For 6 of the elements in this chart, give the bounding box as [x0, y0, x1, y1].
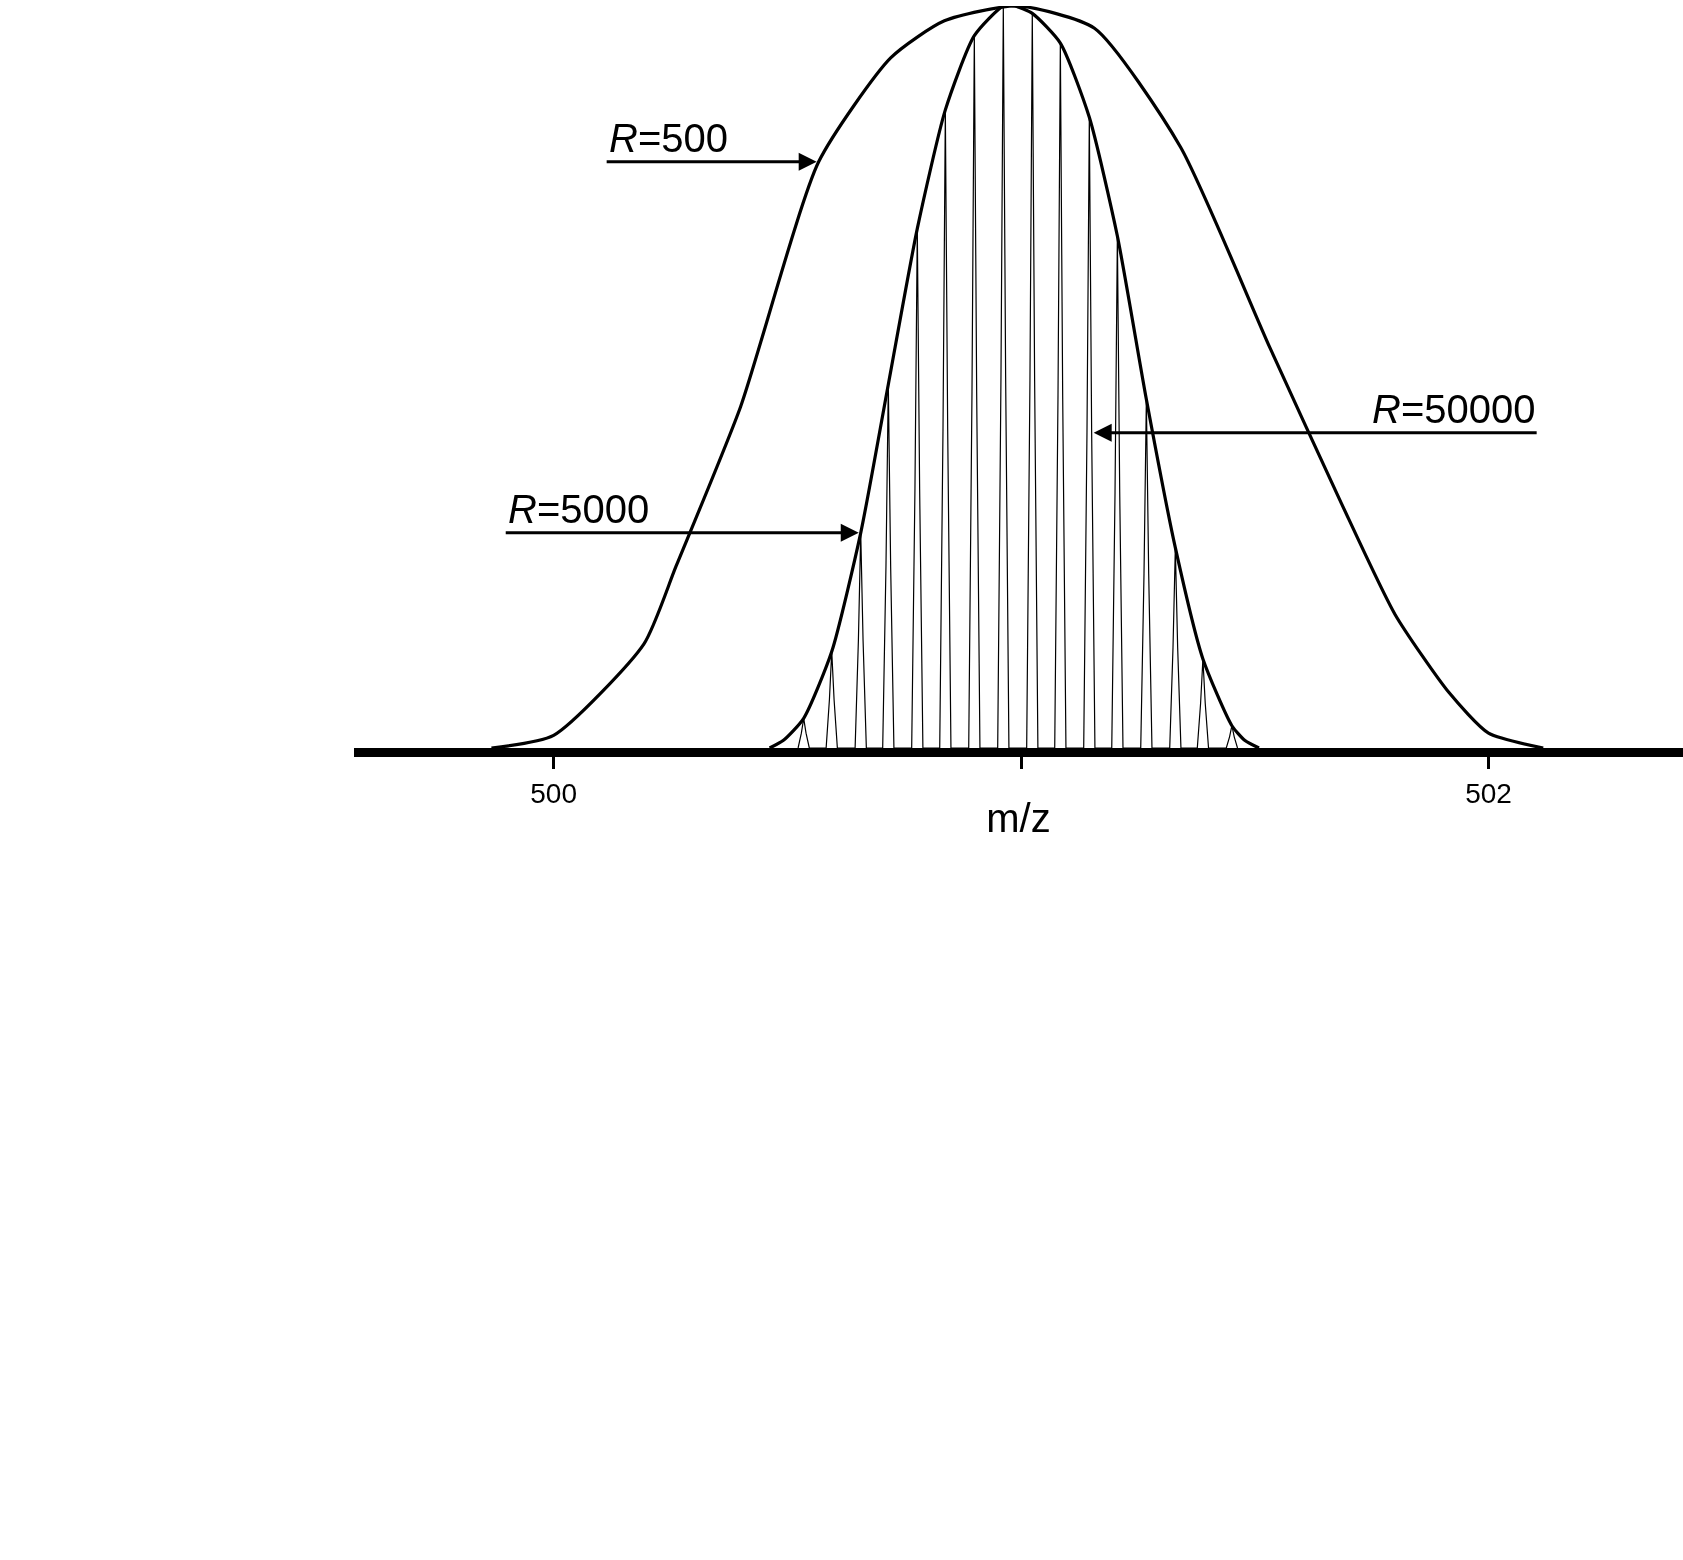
- x-axis-title: m/z: [986, 796, 1051, 841]
- x-tick-label: 500: [530, 777, 577, 809]
- annotation: R=50000: [1372, 387, 1536, 431]
- x-tick-label: 502: [1465, 777, 1512, 809]
- annotation: R=5000: [508, 487, 650, 531]
- annotation: R=500: [609, 116, 728, 160]
